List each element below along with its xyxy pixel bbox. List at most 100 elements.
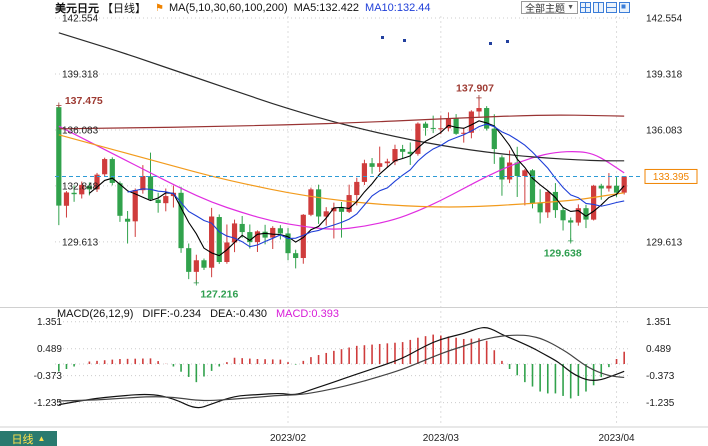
candle-body [308,189,314,215]
ma-line-MA10 [127,123,625,248]
period-tab-daily[interactable]: 日线 ▲ [0,431,57,446]
ma-line-MA200 [58,114,625,130]
candle-body [354,181,360,196]
ma-line-MA5 [89,120,625,257]
candle-body [124,218,131,222]
candle-body [613,185,620,193]
candle-body [438,128,444,130]
candle-body [231,223,238,243]
candle-body [86,185,92,190]
svg-text:-0.373: -0.373 [646,371,675,382]
svg-text:0.489: 0.489 [37,344,62,355]
news-marker-icon [489,42,492,45]
svg-text:127.216: 127.216 [200,288,238,300]
candle-body [178,192,184,249]
svg-text:0.489: 0.489 [646,344,671,355]
layout-grid-icon[interactable] [580,2,591,13]
macd-settings-label: MACD(26,12,9) [57,308,134,320]
macd-histogram [58,334,625,399]
candle-body [94,174,100,190]
candle-body [147,176,154,200]
ma10-value-label: MA10:132.44 [365,2,431,14]
candle-body [224,242,230,262]
candle-body [529,170,536,204]
candle-body [56,107,62,206]
svg-text:+: + [567,235,573,247]
candle-body [239,223,245,233]
ma-settings-label: MA(5,10,30,60,100,200) [168,2,288,14]
svg-text:-0.373: -0.373 [34,371,63,382]
candle-body [331,207,337,212]
candle-body [209,216,215,268]
candle-body [606,185,612,189]
candle-body [560,210,566,221]
macd-diff-value: DIFF:-0.234 [142,308,202,320]
chart-header: 美元日元 【日线】 ⚑ MA(5,10,30,60,100,200) MA5:1… [0,0,430,16]
svg-text:+: + [56,100,62,112]
candle-body [621,176,627,193]
event-markers-layer [381,36,509,45]
candle-body [315,189,322,217]
theme-dropdown-button[interactable]: 全部主题 ▼ [521,1,578,15]
candle-body [323,211,329,217]
svg-text:2023/04: 2023/04 [598,433,635,444]
candle-body [63,192,70,206]
candle-body [591,185,597,220]
annotations-layer: +137.475 +137.907+127.216+129.638 [56,82,582,300]
candle-body [132,190,138,222]
macd-lines [58,327,625,409]
triangle-up-icon: ▲ [37,434,46,443]
svg-text:139.318: 139.318 [62,69,99,80]
candle-body [361,163,368,182]
svg-text:137.907: 137.907 [456,82,494,94]
layout-hsplit-icon[interactable] [606,2,617,13]
svg-text:1.351: 1.351 [37,317,62,328]
candle-body [377,163,383,167]
candle-body [186,248,192,272]
candle-body [506,162,513,180]
candle-body [369,163,375,167]
svg-text:129.613: 129.613 [646,237,683,248]
svg-text:-1.235: -1.235 [34,398,63,409]
svg-text:1.351: 1.351 [646,317,671,328]
period-tab-label: 日线 [11,433,34,446]
macd-hist-value: MACD:0.393 [275,308,339,320]
svg-text:2023/03: 2023/03 [423,433,460,444]
svg-text:139.318: 139.318 [646,69,683,80]
svg-text:129.613: 129.613 [62,237,99,248]
candle-body [491,128,497,150]
svg-text:136.083: 136.083 [646,125,683,136]
candle-body [384,161,390,164]
candle-body [163,196,169,204]
flag-icon: ⚑ [155,2,164,14]
candle-body [575,208,581,223]
ma-line-MA100 [58,32,625,162]
candle-body [300,214,306,259]
layout-max-icon[interactable] [619,2,630,13]
candle-body [476,108,482,112]
candle-body [392,149,398,162]
ma5-value-label: MA5:132.422 [293,2,360,14]
macd-indicator-header: MACD(26,12,9) DIFF:-0.234 DEA:-0.430 MAC… [57,308,339,320]
candle-body [293,253,299,259]
svg-text:+: + [193,277,199,289]
candle-body [117,183,123,216]
svg-text:136.083: 136.083 [62,125,99,136]
svg-text:137.475: 137.475 [65,95,103,107]
news-marker-icon [506,40,509,43]
candle-body [461,132,467,134]
news-marker-icon [381,36,384,39]
svg-text:2023/02: 2023/02 [270,433,307,444]
candle-body [79,184,85,195]
candle-body [285,233,291,254]
candle-body [193,260,199,272]
layout-vsplit-icon[interactable] [593,2,604,13]
candle-body [552,191,559,211]
candles-layer [56,98,627,284]
candle-body [514,162,520,177]
candle-body [499,157,505,180]
candle-body [254,231,261,243]
candle-body [422,123,429,128]
macd-dea-value: DEA:-0.430 [210,308,267,320]
